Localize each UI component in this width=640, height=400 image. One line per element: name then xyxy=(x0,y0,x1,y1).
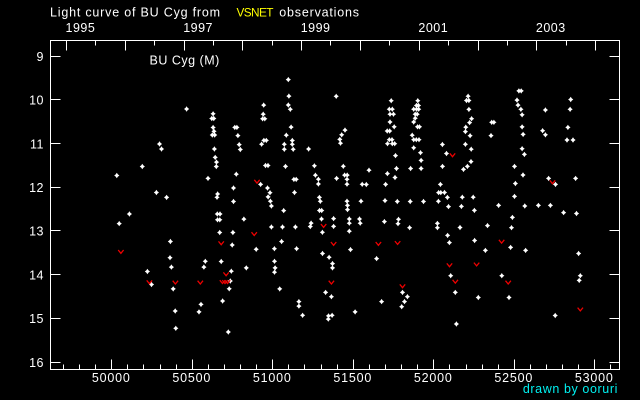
svg-text:2001: 2001 xyxy=(418,21,448,35)
svg-text:Light curve of BU Cyg from: Light curve of BU Cyg from xyxy=(50,5,221,19)
svg-text:52500: 52500 xyxy=(494,371,533,385)
svg-text:9: 9 xyxy=(37,50,44,64)
svg-text:11: 11 xyxy=(30,137,44,151)
svg-text:BU Cyg (M): BU Cyg (M) xyxy=(150,54,220,68)
svg-text:1997: 1997 xyxy=(183,21,213,35)
svg-text:1995: 1995 xyxy=(66,21,96,35)
svg-text:13: 13 xyxy=(29,225,44,239)
svg-text:10: 10 xyxy=(29,94,44,108)
svg-text:1999: 1999 xyxy=(301,21,331,35)
svg-text:53000: 53000 xyxy=(575,371,614,385)
svg-text:50000: 50000 xyxy=(92,371,131,385)
svg-text:15: 15 xyxy=(29,312,44,326)
svg-text:observations: observations xyxy=(279,5,359,19)
svg-text:50500: 50500 xyxy=(172,371,211,385)
svg-text:12: 12 xyxy=(29,181,44,195)
svg-text:14: 14 xyxy=(29,268,44,282)
svg-text:2003: 2003 xyxy=(536,21,566,35)
svg-text:drawn by ooruri: drawn by ooruri xyxy=(523,382,618,396)
svg-text:51500: 51500 xyxy=(333,371,372,385)
svg-text:16: 16 xyxy=(29,356,44,370)
svg-text:51000: 51000 xyxy=(253,371,292,385)
svg-text:52000: 52000 xyxy=(414,371,453,385)
svg-text:VSNET: VSNET xyxy=(237,5,274,19)
